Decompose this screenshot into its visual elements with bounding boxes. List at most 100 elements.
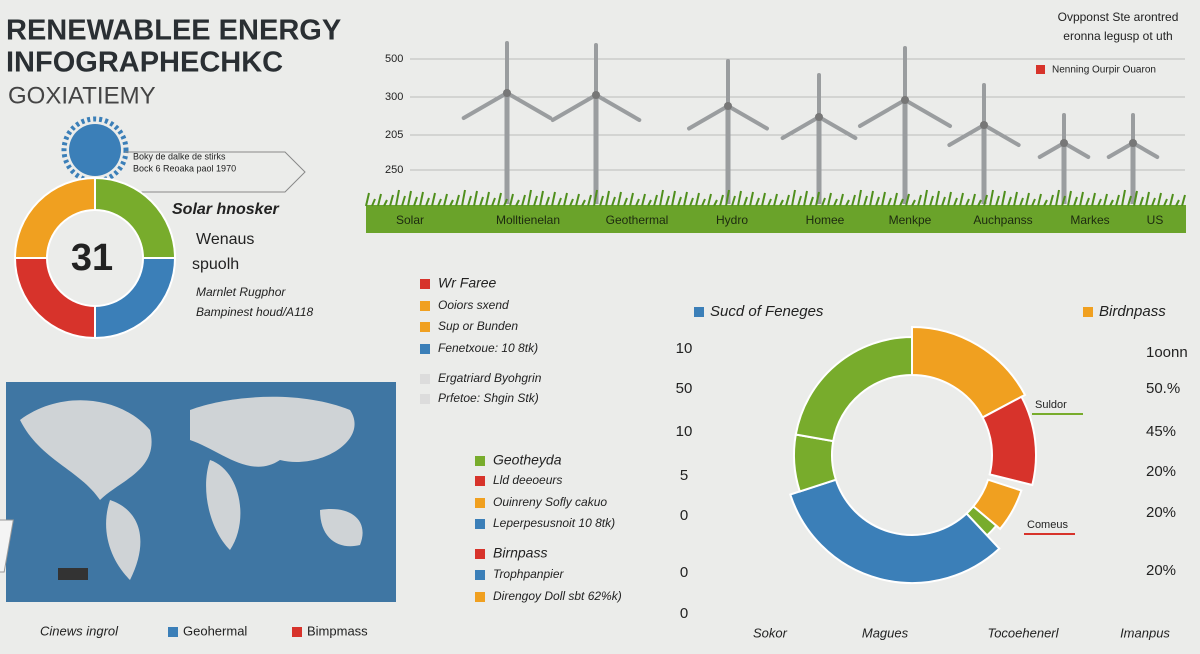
legend-label: Geohermal [183, 623, 247, 638]
grass [1151, 197, 1156, 207]
turbine-blade [982, 123, 1021, 147]
legend-label: Ooiors sxend [438, 298, 509, 312]
grass [683, 191, 688, 207]
grass [521, 194, 526, 207]
turbine-blade [1131, 141, 1160, 159]
category-label: US [1147, 213, 1164, 227]
grass [1181, 194, 1186, 207]
y-label: 500 [385, 53, 403, 65]
grass [833, 198, 838, 207]
grass [815, 191, 820, 207]
legend-label: Fenetxoue: 10 8tk) [438, 341, 538, 355]
grass [1073, 196, 1078, 207]
legend-swatch [1036, 65, 1045, 74]
grass [869, 190, 874, 207]
grass [803, 190, 808, 207]
legend-swatch [420, 322, 430, 332]
grass [929, 195, 934, 207]
grass [761, 192, 766, 207]
note: Ovpponst Ste arontred [1058, 10, 1179, 24]
grass [677, 196, 682, 207]
grass [1169, 193, 1174, 207]
grass [689, 197, 694, 207]
turbine-blade [857, 98, 907, 128]
grass [545, 196, 550, 207]
grass [617, 191, 622, 207]
grass [593, 189, 598, 207]
grass [455, 194, 460, 207]
grass [809, 196, 814, 207]
grass [785, 194, 790, 207]
legend-swatch [475, 549, 485, 559]
grass [1175, 199, 1180, 207]
right-axis-label: 20% [1146, 562, 1176, 579]
legend-label: Nenning Ourpir Ouaron [1052, 65, 1156, 76]
ring-segment [911, 325, 1027, 419]
grass [1121, 189, 1126, 207]
legend-swatch [475, 519, 485, 529]
turbine-hub [980, 121, 988, 129]
category-label: Menkpe [889, 213, 932, 227]
legend-label: Sucd of Feneges [710, 303, 824, 320]
grass [437, 198, 442, 207]
category-label: Sokor [753, 625, 788, 640]
grass [1103, 193, 1108, 207]
turbine-blade [817, 115, 858, 140]
donut-note: Bampinest houd/A118 [196, 305, 314, 319]
grass [749, 191, 754, 207]
grass [377, 193, 382, 207]
grass [1043, 199, 1048, 207]
category-label: Molltienelan [496, 213, 560, 227]
grass [485, 191, 490, 207]
grass [1127, 195, 1132, 207]
ring-segment [981, 395, 1037, 487]
left-axis-label: 10 [676, 423, 693, 440]
grass [401, 195, 406, 207]
legend-swatch [292, 627, 302, 637]
grass [959, 192, 964, 207]
y-label: 205 [385, 129, 403, 141]
legend-swatch [420, 394, 430, 404]
grass [371, 198, 376, 207]
grass [1085, 197, 1090, 207]
category-label: Geothermal [606, 213, 669, 227]
grass [1019, 197, 1024, 207]
callout-arrow [125, 151, 306, 193]
title: RENEWABLEE ENERGY [6, 15, 341, 47]
ring-segment [789, 478, 1001, 584]
grass [443, 193, 448, 207]
grass [581, 199, 586, 207]
grass [713, 199, 718, 207]
grass [527, 189, 532, 207]
y-label: 300 [385, 91, 403, 103]
solar-panel [0, 519, 14, 573]
grass [839, 193, 844, 207]
grass [467, 195, 472, 207]
grass [731, 195, 736, 207]
grass [797, 195, 802, 207]
grass [941, 196, 946, 207]
grass [1061, 195, 1066, 207]
grass [707, 193, 712, 207]
grass [923, 189, 928, 207]
grass [653, 194, 658, 207]
turbine-blade [726, 104, 769, 131]
grass [587, 194, 592, 207]
grass [893, 192, 898, 207]
grass [725, 189, 730, 207]
callout-text: Boky de dalke de stirks [133, 151, 226, 161]
grass [449, 199, 454, 207]
legend-swatch [420, 301, 430, 311]
grass [965, 198, 970, 207]
legend-swatch [475, 456, 485, 466]
legend-label: Direngoy Doll sbt 62%k) [493, 589, 622, 603]
category-label: Solar [396, 213, 424, 227]
turbine-blade [780, 115, 821, 140]
map-caption: Cinews ingrol [40, 623, 119, 638]
grass [497, 192, 502, 207]
grass [557, 197, 562, 207]
callout: Suldor [1035, 399, 1067, 411]
category-label: Homee [806, 213, 845, 227]
right-axis-label: 20% [1146, 504, 1176, 521]
